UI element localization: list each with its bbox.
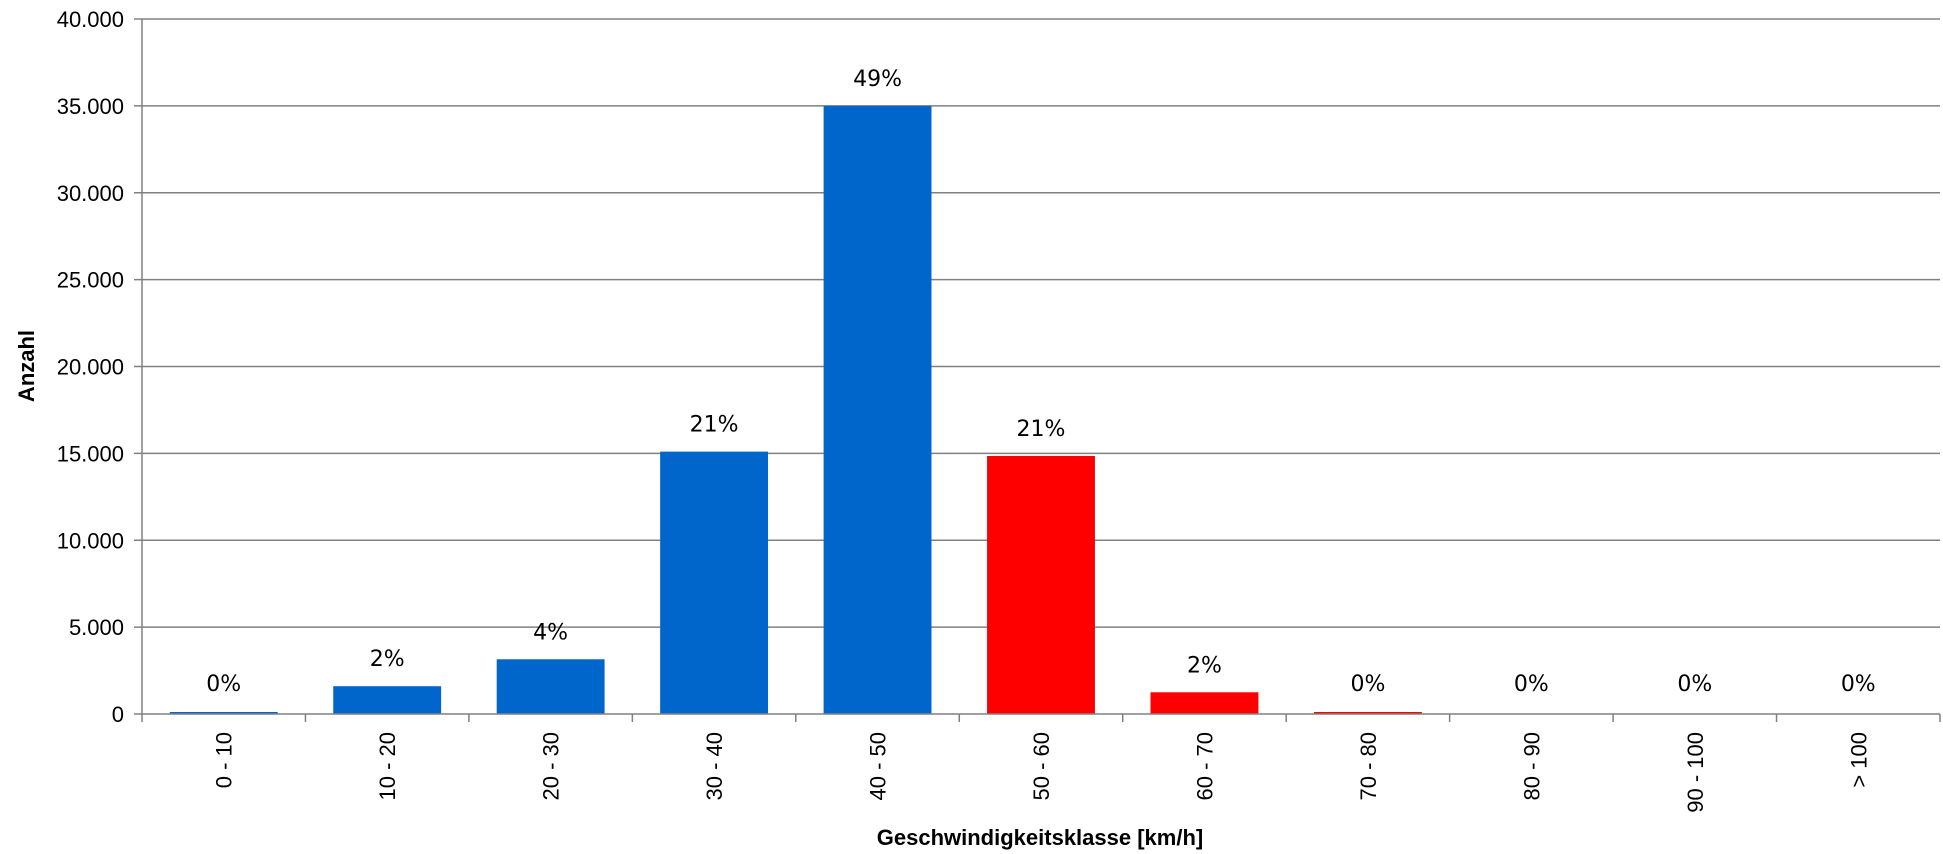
x-tick-label: 80 - 90: [1519, 732, 1544, 801]
x-tick-label: 60 - 70: [1192, 732, 1217, 801]
data-label: 21%: [1017, 417, 1066, 442]
bar: [987, 455, 1095, 714]
x-tick-label: 90 - 100: [1683, 732, 1708, 813]
y-tick-label: 40.000: [57, 7, 124, 32]
ticks: [134, 18, 1941, 722]
x-tick-label: 10 - 20: [375, 732, 400, 801]
y-tick-label: 30.000: [57, 181, 124, 206]
x-tick-label: 50 - 60: [1029, 732, 1054, 801]
data-label: 0%: [206, 672, 241, 697]
data-label: 49%: [853, 67, 902, 92]
y-tick-label: 25.000: [57, 268, 124, 293]
bar: [333, 686, 442, 714]
bar: [1150, 692, 1259, 714]
bar: [660, 451, 769, 714]
y-tick-label: 35.000: [57, 94, 124, 119]
gridlines: [142, 18, 1940, 628]
y-tick-label: 15.000: [57, 441, 124, 466]
data-label: 2%: [1187, 653, 1222, 678]
data-label: 2%: [370, 647, 405, 672]
data-label: 0%: [1514, 672, 1549, 697]
y-tick-label: 5.000: [69, 615, 124, 640]
bar: [1313, 712, 1422, 714]
bar: [496, 659, 605, 714]
x-tick-label: 0 - 10: [212, 732, 237, 788]
data-label: 0%: [1677, 672, 1712, 697]
data-label: 4%: [533, 620, 568, 645]
y-axis-title: Anzahl: [14, 330, 39, 402]
y-tick-label: 20.000: [57, 355, 124, 380]
bars: [169, 105, 1422, 714]
bar: [823, 105, 932, 714]
x-tick-label: 20 - 30: [539, 732, 564, 801]
x-tick-label: 70 - 80: [1356, 732, 1381, 801]
x-tick-label: 40 - 50: [866, 732, 891, 801]
x-tick-label: > 100: [1846, 732, 1871, 788]
data-label: 0%: [1841, 672, 1876, 697]
y-tick-label: 10.000: [57, 528, 124, 553]
x-tick-label: 30 - 40: [702, 732, 727, 801]
bar: [169, 712, 278, 714]
data-label: 0%: [1350, 672, 1385, 697]
y-tick-label: 0: [112, 702, 124, 727]
x-axis-title: Geschwindigkeitsklasse [km/h]: [877, 825, 1203, 850]
labels: 0 5.000 10.000 15.000 20.000 25.000 30.000 35.0…: [57, 7, 1876, 813]
data-label: 21%: [690, 413, 739, 438]
